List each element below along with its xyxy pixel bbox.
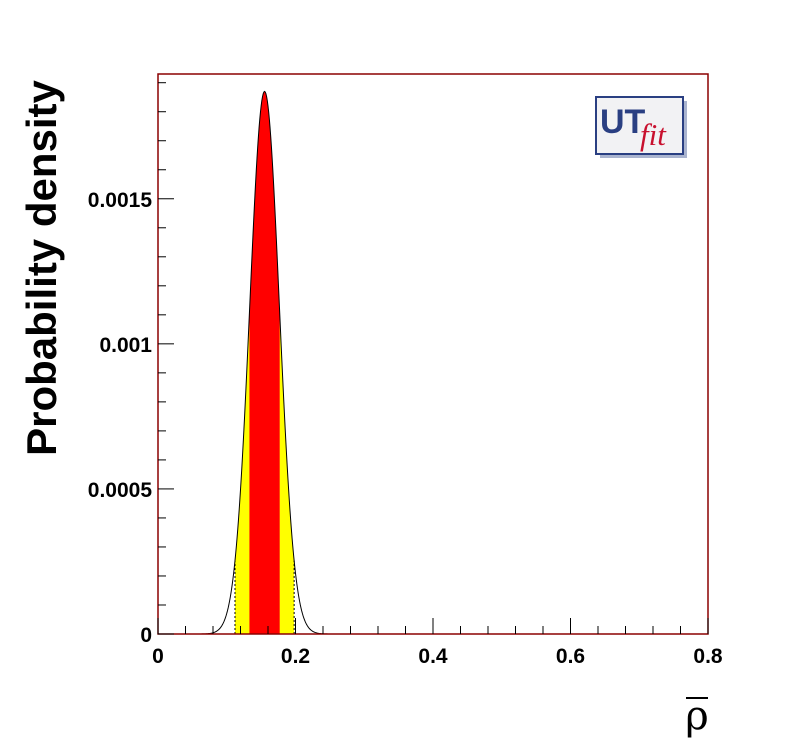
- y-tick-label: 0.0015: [88, 189, 153, 212]
- x-tick-label: 0.4: [418, 645, 448, 668]
- axis-tick-labels: 0 0.2 0.4 0.6 0.8 0 0.0005 0.001 0.0015: [88, 189, 723, 668]
- axis-ticks: [157, 82, 709, 635]
- band-68: [249, 91, 280, 634]
- x-axis-label-text: ρ: [685, 693, 709, 739]
- x-tick-label: 0: [152, 645, 164, 668]
- x-axis-label: ρ: [685, 693, 709, 739]
- y-axis-label: Probability density: [18, 79, 65, 455]
- utfit-logo: UT fit: [595, 96, 687, 158]
- x-tick-label: 0.6: [556, 645, 585, 668]
- y-tick-label: 0: [140, 624, 152, 647]
- y-tick-label: 0.0005: [88, 479, 153, 502]
- y-tick-label: 0.001: [99, 334, 152, 357]
- x-tick-label: 0.2: [281, 645, 310, 668]
- logo-fit-text: fit: [640, 117, 667, 152]
- x-tick-label: 0.8: [693, 645, 723, 668]
- logo-ut-text: UT: [600, 103, 646, 141]
- logo-box: [595, 96, 684, 155]
